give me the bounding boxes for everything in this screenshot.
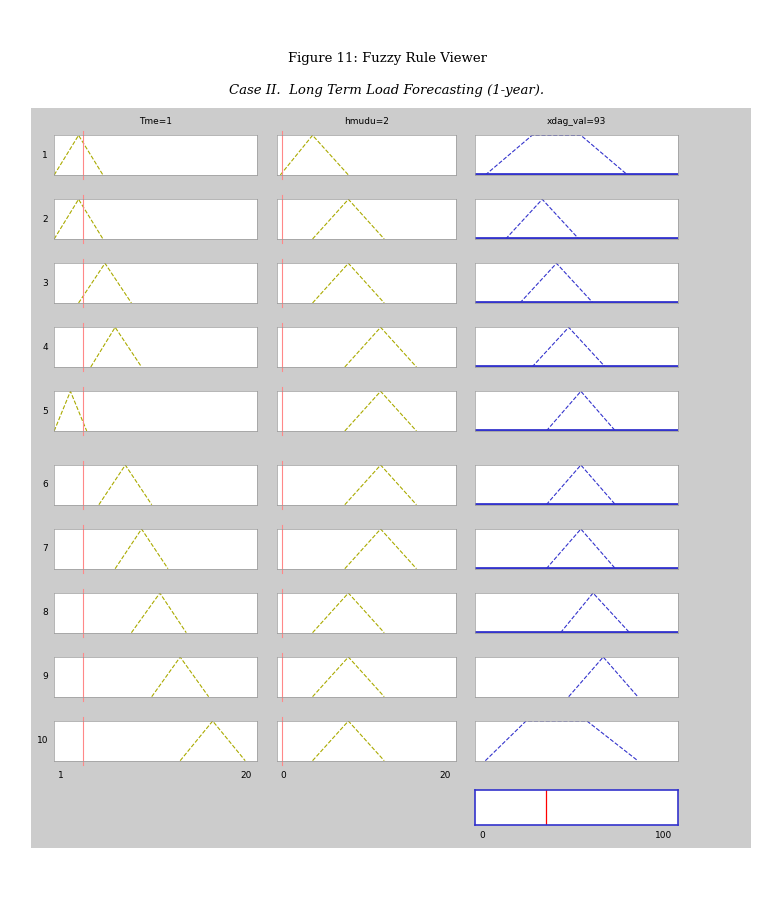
Text: 10: 10 bbox=[36, 736, 48, 745]
Text: 20: 20 bbox=[439, 770, 450, 779]
Text: 2: 2 bbox=[43, 215, 48, 224]
Text: 8: 8 bbox=[43, 608, 48, 617]
Text: 1: 1 bbox=[43, 151, 48, 160]
Text: 0: 0 bbox=[479, 831, 485, 840]
FancyBboxPatch shape bbox=[27, 105, 755, 851]
Text: 9: 9 bbox=[43, 672, 48, 681]
Text: 100: 100 bbox=[655, 831, 673, 840]
Text: hmudu=2: hmudu=2 bbox=[344, 117, 389, 126]
Text: 7: 7 bbox=[43, 545, 48, 553]
Text: 6: 6 bbox=[43, 481, 48, 490]
Text: 1: 1 bbox=[58, 770, 64, 779]
Text: Tme=1: Tme=1 bbox=[139, 117, 173, 126]
Text: 3: 3 bbox=[43, 279, 48, 288]
Text: 4: 4 bbox=[43, 343, 48, 352]
Text: 20: 20 bbox=[240, 770, 252, 779]
Text: 5: 5 bbox=[43, 407, 48, 416]
Text: Case II.  Long Term Load Forecasting (1-year).: Case II. Long Term Load Forecasting (1-y… bbox=[229, 84, 545, 97]
Text: Figure 11: Fuzzy Rule Viewer: Figure 11: Fuzzy Rule Viewer bbox=[287, 52, 487, 65]
Text: 0: 0 bbox=[280, 770, 286, 779]
Text: xdag_val=93: xdag_val=93 bbox=[547, 117, 607, 126]
